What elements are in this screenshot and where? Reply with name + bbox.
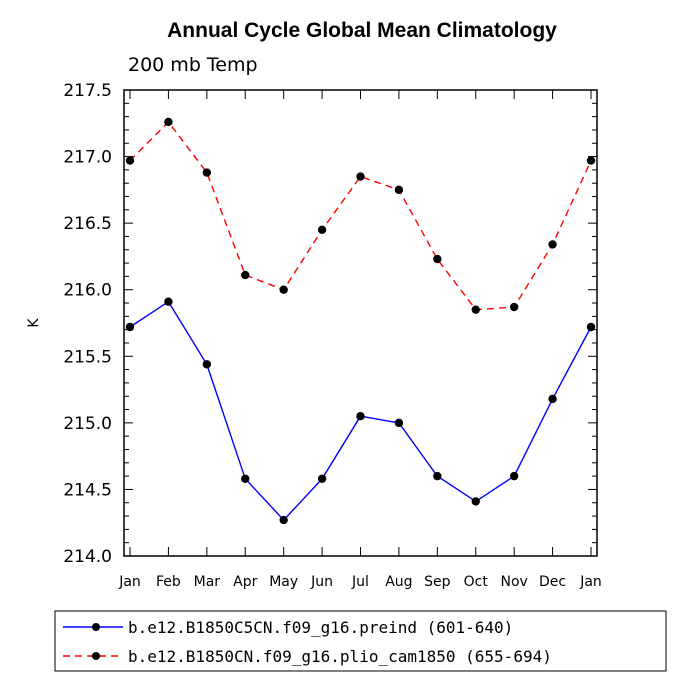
series-1-point: [509, 471, 519, 481]
x-tick-label: Jun: [310, 574, 333, 590]
series-2-point: [433, 254, 442, 264]
legend-label-series-1: b.e12.B1850C5CN.f09_g16.preind (601-640): [128, 618, 513, 637]
series-1-point: [279, 515, 288, 525]
series-2-point: [394, 185, 404, 195]
series-2-point: [548, 240, 557, 249]
series-lines: [129, 120, 592, 522]
series-1-point: [471, 497, 480, 506]
legend-box: [54, 610, 667, 672]
legend-label-series-2: b.e12.B1850CN.f09_g16.plio_cam1850 (655-…: [128, 647, 552, 666]
series-points: [125, 117, 596, 525]
series-2-point: [471, 305, 480, 314]
series-2-point: [202, 168, 212, 177]
chart-subtitle: 200 mb Temp: [128, 54, 258, 76]
series-1-point: [548, 394, 557, 404]
legend: b.e12.B1850C5CN.f09_g16.preind (601-640)…: [54, 610, 667, 672]
series-2-point: [317, 225, 327, 234]
x-tick-label: Jan: [579, 574, 602, 590]
series-1-point: [433, 471, 442, 481]
x-tick-label: Apr: [233, 574, 257, 590]
series-1-point: [125, 322, 135, 332]
series-line-2: [129, 120, 592, 311]
y-tick-label: 215.5: [63, 347, 112, 367]
x-tick-label: Mar: [194, 574, 221, 590]
series-1-point: [241, 474, 250, 483]
x-tick-label: Jan: [118, 574, 141, 590]
axis-ticks: [124, 89, 597, 557]
series-line-1: [129, 300, 592, 522]
series-2-point: [586, 156, 596, 165]
y-tick-label: 214.5: [63, 480, 112, 500]
x-tick-label: May: [269, 574, 298, 590]
x-tick-label: Sep: [424, 574, 451, 590]
series-1-point: [164, 297, 173, 306]
x-tick-labels: Jan Feb Mar Apr May Jun Jul Aug Sep Oct Nov Dec Jan: [118, 574, 602, 590]
x-tick-label: Aug: [385, 574, 412, 590]
series-1-point: [394, 418, 404, 428]
series-2-point: [125, 156, 135, 165]
series-2-point: [356, 172, 365, 181]
series-2-point: [279, 285, 288, 294]
series-2-point: [509, 302, 519, 312]
y-tick-label: 217.0: [63, 148, 112, 168]
legend-marker-series-1: [92, 623, 100, 631]
series-2-point: [241, 270, 250, 280]
y-tick-label: 216.0: [63, 281, 112, 301]
series-1-point: [202, 360, 212, 369]
series-2-point: [164, 117, 173, 127]
y-tick-label: 214.0: [63, 547, 112, 567]
series-1-point: [586, 322, 596, 332]
x-tick-label: Dec: [539, 574, 566, 590]
y-tick-label: 216.5: [63, 214, 112, 234]
plot-frame: [123, 89, 598, 557]
series-1-point: [317, 474, 327, 483]
x-tick-label: Jul: [351, 574, 369, 590]
legend-marker-series-2: [92, 652, 100, 660]
y-tick-labels: 214.0 214.5 215.0 215.5 216.0 216.5 217.0 217.5: [63, 81, 112, 567]
y-axis-label: K: [26, 318, 42, 328]
y-tick-label: 217.5: [63, 81, 112, 101]
y-tick-label: 215.0: [63, 414, 112, 434]
x-tick-label: Oct: [464, 574, 489, 590]
x-tick-label: Feb: [156, 574, 181, 590]
x-tick-label: Nov: [501, 574, 528, 590]
chart-title: Annual Cycle Global Mean Climatology: [167, 19, 557, 42]
series-1-point: [356, 412, 365, 421]
